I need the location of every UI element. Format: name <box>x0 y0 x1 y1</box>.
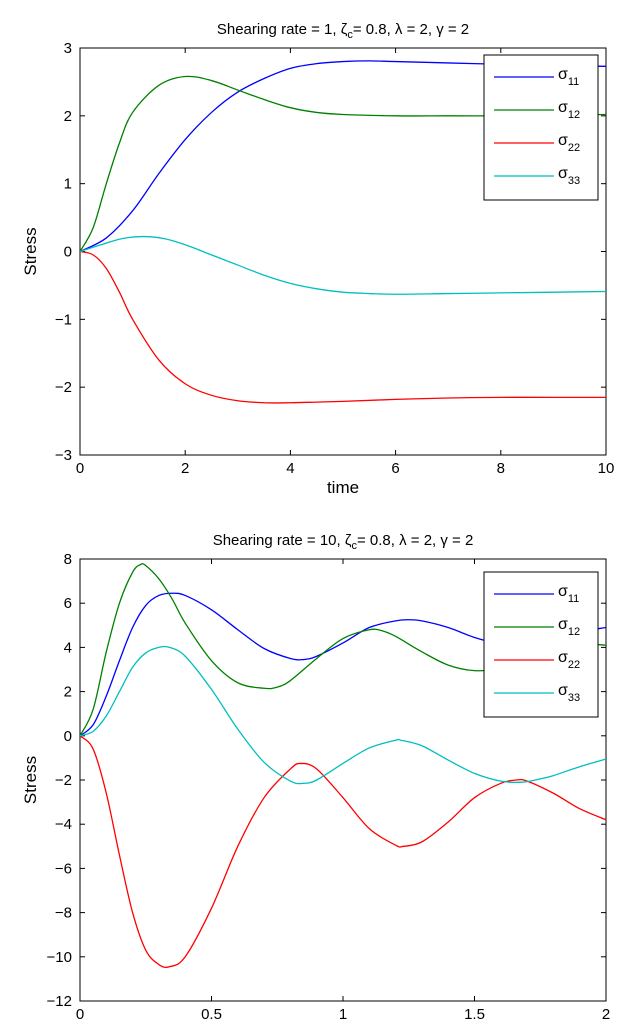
stress-chart-shearing-rate-10: Shearing rate = 10, ζc= 0.8, λ = 2, γ = … <box>21 532 610 1020</box>
y-tick-label: 6 <box>64 595 72 612</box>
chart-title-zeta-subscript: c <box>347 29 353 41</box>
series-group <box>80 60 606 404</box>
y-tick-label: −2 <box>55 772 72 789</box>
legend-label-sigma-12: σ12 <box>558 99 580 121</box>
legend-label-sigma-12: σ12 <box>558 616 580 638</box>
legend-label-sigma-33: σ33 <box>558 682 580 704</box>
x-tick-label: 6 <box>391 460 399 477</box>
y-tick-label: −8 <box>55 905 72 922</box>
legend-subscript: 11 <box>568 76 579 88</box>
y-tick-label: 2 <box>64 684 72 701</box>
legend-label-sigma-11: σ11 <box>558 583 579 605</box>
x-tick-label: 0 <box>76 460 84 477</box>
series-line-sigma-33 <box>80 645 606 785</box>
chart-title-prefix: Shearing rate = 1, ζ <box>217 21 348 38</box>
legend-subscript: 11 <box>568 593 579 605</box>
y-tick-label: −12 <box>47 993 72 1010</box>
legend-subscript: 33 <box>568 692 580 704</box>
y-tick-label: 3 <box>64 40 72 57</box>
chart-title-suffix: = 0.8, λ = 2, γ = 2 <box>357 532 473 549</box>
x-tick-label: 1.5 <box>464 1006 485 1020</box>
series-line-sigma-22 <box>80 735 606 968</box>
y-tick-label: −10 <box>47 949 72 966</box>
legend-label-sigma-33: σ33 <box>558 165 580 187</box>
legend-subscript: 22 <box>568 142 580 154</box>
x-tick-label: 8 <box>497 460 505 477</box>
series-line-sigma-11 <box>80 60 606 253</box>
x-tick-label: 2 <box>181 460 189 477</box>
legend-label-sigma-22: σ22 <box>558 649 580 671</box>
x-tick-label: 0.5 <box>201 1006 222 1020</box>
stress-chart-shearing-rate-1: Shearing rate = 1, ζc= 0.8, λ = 2, γ = 2… <box>21 21 615 497</box>
x-tick-label: 1 <box>339 1006 347 1020</box>
y-tick-label: −1 <box>55 311 72 328</box>
y-tick-label: 0 <box>64 244 72 261</box>
y-tick-label: 0 <box>64 728 72 745</box>
legend-label-sigma-11: σ11 <box>558 66 579 88</box>
y-tick-label: 1 <box>64 176 72 193</box>
chart-title: Shearing rate = 10, ζc= 0.8, λ = 2, γ = … <box>213 532 474 552</box>
y-tick-label: 8 <box>64 551 72 568</box>
chart-title-zeta-subscript: c <box>351 540 357 552</box>
legend-subscript: 33 <box>568 175 580 187</box>
y-tick-label: −6 <box>55 860 72 877</box>
y-axis-label: Stress <box>21 227 40 275</box>
chart-title-suffix: = 0.8, λ = 2, γ = 2 <box>353 21 469 38</box>
legend-symbol: σ <box>558 682 568 699</box>
x-axis-label: time <box>327 478 359 497</box>
chart-title: Shearing rate = 1, ζc= 0.8, λ = 2, γ = 2 <box>217 21 469 41</box>
legend-symbol: σ <box>558 132 568 149</box>
x-tick-label: 2 <box>602 1006 610 1020</box>
legend-subscript: 12 <box>568 626 580 638</box>
legend-subscript: 12 <box>568 109 580 121</box>
legend-symbol: σ <box>558 165 568 182</box>
y-tick-label: 4 <box>64 639 72 656</box>
chart-title-prefix: Shearing rate = 10, ζ <box>213 532 352 549</box>
x-tick-label: 4 <box>286 460 294 477</box>
legend-label-sigma-22: σ22 <box>558 132 580 154</box>
series-line-sigma-33 <box>80 235 606 295</box>
y-tick-label: −3 <box>55 447 72 464</box>
legend-symbol: σ <box>558 66 568 83</box>
legend-symbol: σ <box>558 99 568 116</box>
y-tick-label: −2 <box>55 379 72 396</box>
x-tick-label: 10 <box>598 460 615 477</box>
series-line-sigma-12 <box>80 75 606 252</box>
legend-symbol: σ <box>558 583 568 600</box>
legend-symbol: σ <box>558 616 568 633</box>
legend-symbol: σ <box>558 649 568 666</box>
x-tick-label: 0 <box>76 1006 84 1020</box>
series-line-sigma-22 <box>80 250 606 404</box>
y-tick-label: 2 <box>64 108 72 125</box>
y-axis-label: Stress <box>21 756 40 804</box>
legend-subscript: 22 <box>568 659 580 671</box>
y-tick-label: −4 <box>55 816 72 833</box>
